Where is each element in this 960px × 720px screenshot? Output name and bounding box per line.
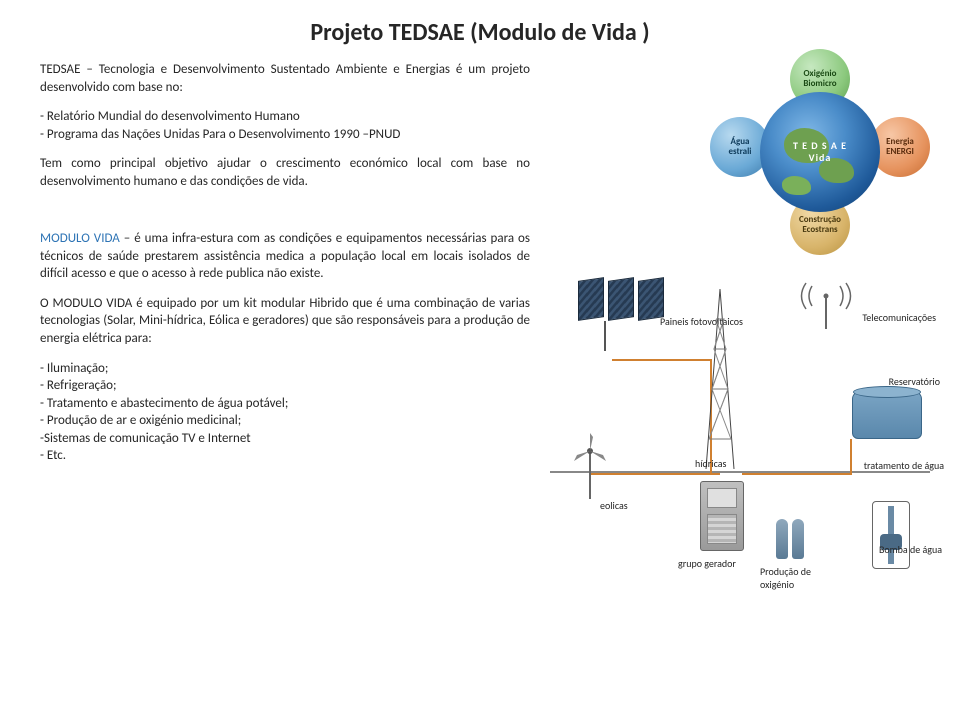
system-diagram: Paineis fotovoltaicos hídricas: [550, 271, 930, 611]
generator-icon: [700, 481, 744, 551]
content-columns: TEDSAE – Tecnologia e Desenvolvimento Su…: [0, 61, 960, 611]
globe-earth: T E D S A E Vida: [760, 92, 880, 212]
list-item: - Produção de ar e oxigénio medicinal;: [40, 412, 530, 430]
label-grupo: grupo gerador: [678, 557, 736, 570]
label-bomba: Bomba de água: [879, 543, 942, 556]
globe-graphic: Oxigénio Biomicro Água estrali Energia E…: [720, 57, 920, 247]
list-item: - Refrigeração;: [40, 377, 530, 395]
modulo-label: MODULO VIDA: [40, 231, 120, 246]
wire: [850, 439, 852, 475]
label-reservatorio: Reservatório: [889, 375, 940, 388]
list-item: - Etc.: [40, 447, 530, 465]
label-hidricas: hídricas: [695, 457, 726, 470]
text-column: TEDSAE – Tecnologia e Desenvolvimento Su…: [40, 61, 530, 611]
panel-leg: [604, 321, 606, 351]
label-eolicas: eolicas: [600, 499, 628, 512]
water-pump-icon: [872, 501, 910, 569]
wire: [742, 473, 852, 475]
label-telecom: Telecomunicações: [862, 311, 936, 324]
label-oxigenio: Produção de oxigénio: [760, 565, 811, 591]
graphic-column: Oxigénio Biomicro Água estrali Energia E…: [550, 61, 930, 611]
modulo-item-list: - Iluminação; - Refrigeração; - Tratamen…: [40, 360, 530, 465]
telecom-antenna-icon: [800, 281, 870, 334]
globe-center-text: T E D S A E Vida: [793, 140, 847, 164]
intro-bullet-2: - Programa das Nações Unidas Para o Dese…: [40, 126, 530, 144]
modulo-paragraph-1: MODULO VIDA – é uma infra-estura com as …: [40, 230, 530, 283]
list-item: - Iluminação;: [40, 360, 530, 378]
list-item: -Sistemas de comunicação TV e Internet: [40, 430, 530, 448]
oxygen-cylinder-icon: [792, 519, 804, 559]
globe-vida: Vida: [793, 152, 847, 164]
modulo-paragraph-2: O MODULO VIDA é equipado por um kit modu…: [40, 295, 530, 348]
solar-panels-icon: [578, 279, 664, 319]
list-item: - Tratamento e abastecimento de água pot…: [40, 395, 530, 413]
intro-bullet-1: - Relatório Mundial do desenvolvimento H…: [40, 108, 530, 126]
wire: [612, 359, 712, 361]
intro-objective: Tem como principal objetivo ajudar o cre…: [40, 155, 530, 190]
intro-paragraph: TEDSAE – Tecnologia e Desenvolvimento Su…: [40, 61, 530, 96]
label-tratamento: tratamento de água: [864, 459, 944, 472]
reservoir-icon: [852, 391, 922, 439]
wind-turbine-icon: [565, 431, 615, 504]
oxygen-cylinder-icon: [776, 519, 788, 559]
